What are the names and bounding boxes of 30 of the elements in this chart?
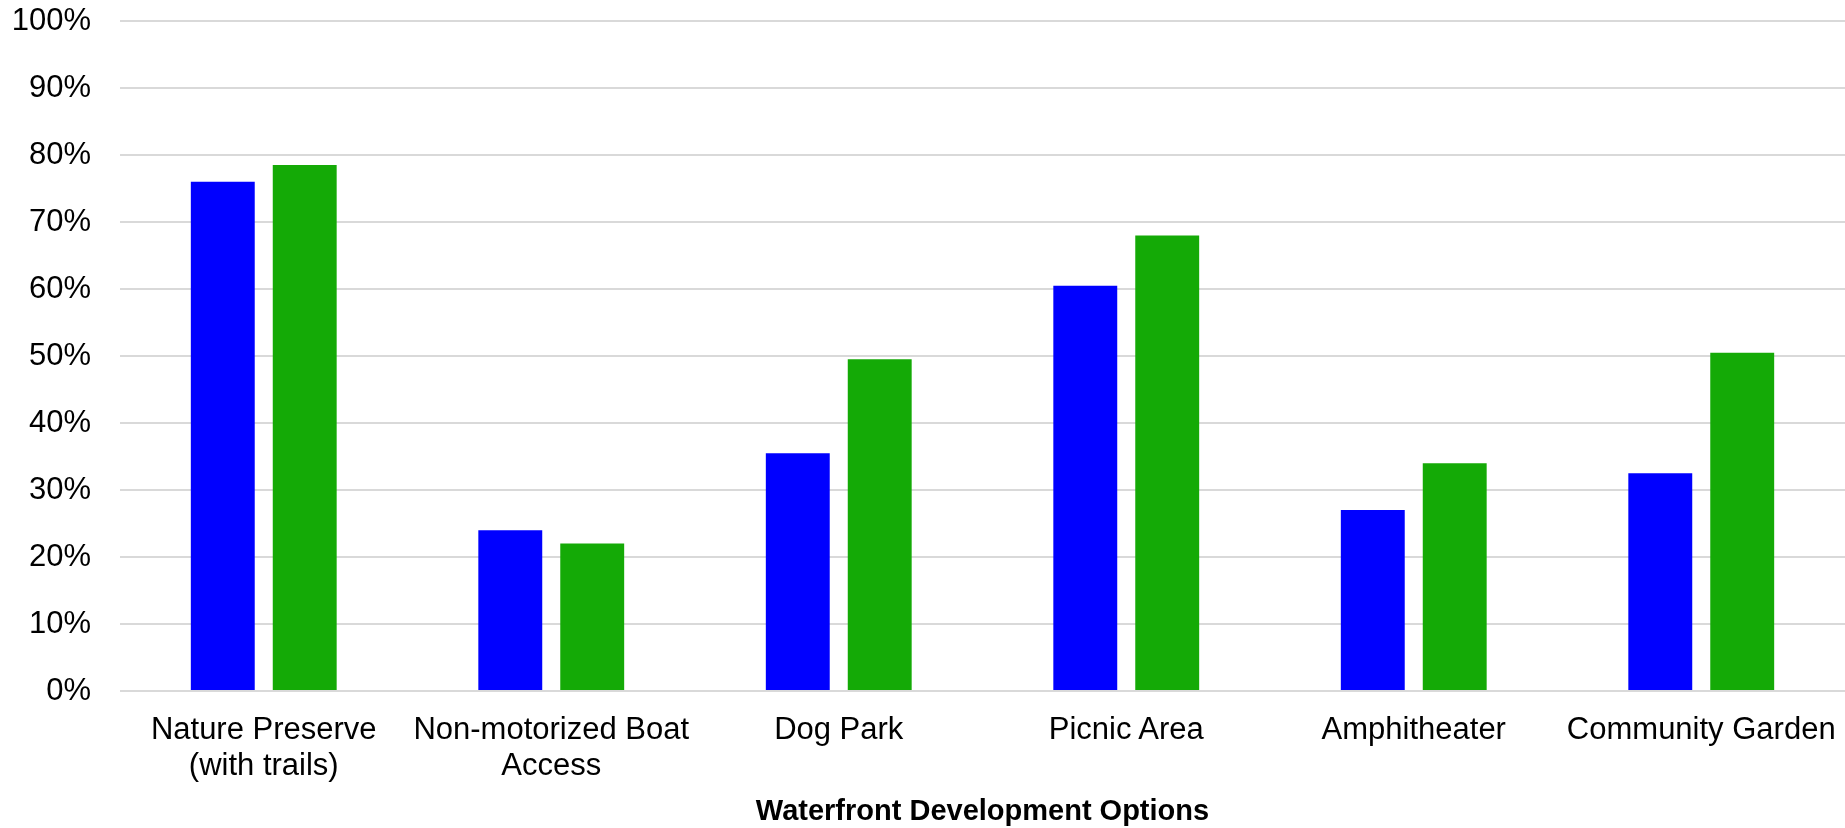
bar <box>765 453 830 690</box>
y-tick-label: 20% <box>28 537 91 573</box>
y-tick-label: 80% <box>28 135 91 171</box>
bar <box>1422 463 1487 690</box>
bar <box>1135 235 1200 690</box>
y-tick-label: 0% <box>46 671 91 707</box>
y-tick-label: 100% <box>11 1 91 37</box>
bar <box>1710 352 1775 690</box>
y-tick-label: 30% <box>28 470 91 506</box>
x-axis-title: Waterfront Development Options <box>755 793 1210 826</box>
y-tick-label: 70% <box>28 202 91 238</box>
y-tick-label: 10% <box>28 604 91 640</box>
bar <box>1628 473 1693 690</box>
y-tick-label: 60% <box>28 269 91 305</box>
y-tick-label: 50% <box>28 336 91 372</box>
bar <box>272 165 337 690</box>
y-tick-label: 90% <box>28 68 91 104</box>
x-tick-label: Community Garden <box>1566 711 1836 747</box>
x-tick-label: Amphitheater <box>1321 711 1506 747</box>
x-tick-label: Picnic Area <box>1048 711 1205 747</box>
bar <box>847 359 912 690</box>
bar <box>560 543 625 690</box>
bar <box>478 530 543 690</box>
bar <box>1053 285 1118 690</box>
x-tick-label: Dog Park <box>774 711 904 747</box>
y-tick-label: 40% <box>28 403 91 439</box>
x-tick-label: Nature Preserve (with trails) <box>150 711 377 783</box>
x-tick-label: Non-motorized Boat Access <box>413 711 690 783</box>
bar <box>1340 510 1405 690</box>
bar <box>190 181 255 690</box>
